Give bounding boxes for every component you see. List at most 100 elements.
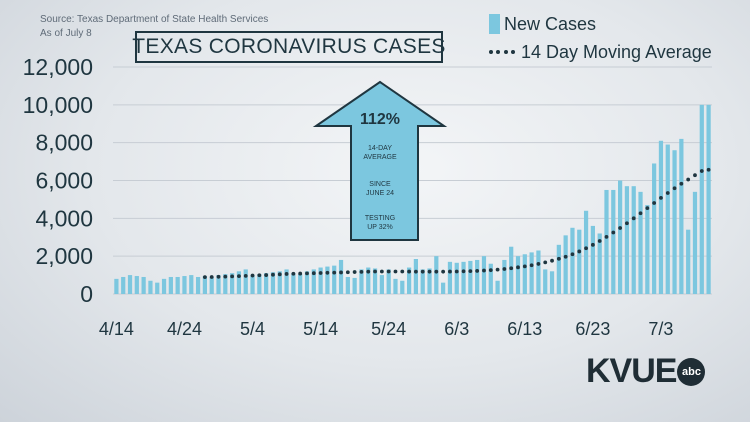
x-axis: 4/14 4/24 5/4 5/14 5/24 6/3 6/13 6/23 7/3 [99, 319, 674, 339]
moving-average-point [230, 274, 235, 279]
arrow-percent: 112% [359, 111, 401, 128]
moving-average-point [325, 270, 330, 275]
bar [243, 269, 248, 294]
bar [168, 276, 173, 294]
bar [570, 227, 575, 294]
bar [590, 225, 595, 294]
bar-swatch-icon [489, 14, 500, 34]
bar [475, 259, 480, 294]
moving-average-point [202, 275, 207, 280]
bar [597, 233, 602, 294]
bar [148, 280, 153, 294]
bar [230, 273, 235, 294]
x-tick-label: 7/3 [648, 319, 673, 339]
moving-average-point [482, 268, 486, 273]
bar [665, 144, 670, 294]
bar [372, 268, 378, 294]
bar [195, 276, 201, 294]
bar [420, 269, 425, 294]
moving-average-point [604, 234, 609, 239]
bar [406, 267, 412, 294]
moving-average-point [223, 274, 228, 279]
arrow-line-6: UP 32% [367, 224, 393, 231]
bar [189, 275, 194, 294]
bar [699, 104, 704, 294]
arrow-line-3: SINCE [369, 181, 391, 188]
bar [536, 250, 541, 294]
legend-new-cases: New Cases [489, 10, 712, 38]
x-tick-label: 5/4 [240, 319, 265, 339]
moving-average-point [339, 270, 343, 275]
moving-average-point [345, 270, 350, 275]
x-tick-label: 6/3 [444, 319, 469, 339]
bar [692, 191, 698, 294]
bar [121, 276, 126, 294]
bar [543, 269, 548, 294]
moving-average-point [516, 265, 520, 270]
arrow-line-1: 14-DAY [368, 145, 392, 152]
moving-average-point [659, 196, 663, 200]
moving-average-point [420, 269, 425, 274]
bar [427, 268, 432, 294]
bar [495, 280, 500, 294]
bar [264, 273, 269, 294]
bar-series [114, 104, 711, 295]
moving-average-point [686, 177, 691, 182]
bar [434, 256, 439, 294]
moving-average-point [373, 269, 377, 274]
bar [223, 274, 228, 294]
bar [127, 275, 133, 294]
bar [311, 269, 316, 294]
moving-average-point [672, 186, 677, 191]
moving-average-point [577, 249, 582, 254]
bar [645, 205, 650, 294]
bar [529, 252, 534, 294]
source-note: Source: Texas Department of State Health… [40, 13, 268, 41]
moving-average-point [522, 264, 527, 269]
bar [209, 276, 214, 294]
moving-average-point [611, 230, 616, 235]
moving-average-point [631, 216, 636, 221]
bar [352, 277, 357, 294]
bar [454, 262, 459, 294]
bar [624, 186, 630, 294]
moving-average-point [454, 269, 459, 274]
moving-average-point [475, 269, 480, 273]
moving-average-point [665, 191, 670, 195]
moving-average-point [556, 256, 561, 261]
moving-average-point [393, 269, 398, 274]
moving-average-point [311, 271, 316, 276]
moving-average-point [400, 269, 405, 274]
moving-average-point [488, 268, 493, 273]
y-axis: 12,000 10,000 8,000 6,000 4,000 2,000 0 [23, 54, 93, 307]
moving-average-point [706, 167, 711, 172]
y-tick-label: 4,000 [35, 205, 93, 231]
y-tick-label: 0 [80, 281, 93, 307]
moving-average-point [652, 201, 657, 205]
moving-average-point [264, 273, 269, 277]
y-tick-label: 8,000 [35, 130, 93, 156]
moving-average-point [318, 271, 323, 275]
bar [270, 272, 276, 294]
x-tick-label: 6/23 [575, 319, 610, 339]
bar [515, 256, 521, 294]
bar [386, 269, 391, 294]
moving-average-point [625, 221, 629, 226]
moving-average-point [243, 273, 248, 278]
x-tick-label: 5/24 [371, 319, 406, 339]
bar [291, 273, 296, 294]
moving-average-point [570, 252, 575, 257]
moving-average-point [679, 181, 684, 186]
moving-average-point [645, 206, 650, 211]
moving-average-point [237, 274, 241, 279]
x-tick-label: 6/13 [507, 319, 542, 339]
bar [413, 259, 419, 294]
up-arrow-icon [312, 80, 448, 241]
arrow-text-since: SINCE JUNE 24 [324, 180, 436, 198]
legend-new-cases-label: New Cases [504, 13, 597, 34]
bar [563, 235, 568, 294]
y-tick-label: 12,000 [23, 54, 93, 80]
x-tick-label: 4/24 [167, 319, 202, 339]
bar [134, 276, 139, 294]
bar [686, 229, 691, 294]
